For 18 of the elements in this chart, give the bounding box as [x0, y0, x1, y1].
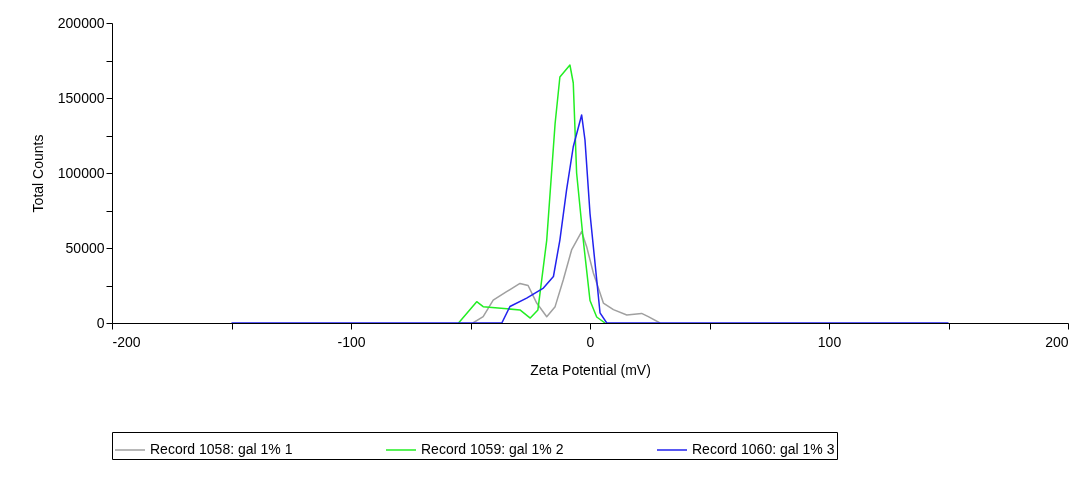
line-series — [230, 114, 950, 323]
y-axis-title: Total Counts — [29, 134, 46, 213]
x-axis-title: Zeta Potential (mV) — [530, 361, 651, 378]
x-tick-label: 200 — [1045, 333, 1069, 350]
y-tick-label: 0 — [96, 314, 105, 331]
line-series — [472, 230, 661, 323]
legend-label: Record 1060: gal 1% 3 — [692, 441, 835, 457]
y-tick-label: 150000 — [57, 89, 105, 106]
legend-label: Record 1059: gal 1% 2 — [421, 441, 564, 457]
y-tick-label: 200000 — [57, 14, 105, 31]
y-tick-label: 50000 — [65, 239, 105, 256]
x-tick-label: -100 — [337, 333, 366, 350]
legend-label: Record 1058: gal 1% 1 — [150, 441, 293, 457]
y-tick-label: 100000 — [57, 164, 105, 181]
x-tick-label: 100 — [817, 333, 842, 350]
line-series — [457, 64, 606, 323]
x-tick-label: -200 — [112, 333, 141, 350]
x-tick-label: 0 — [586, 333, 595, 350]
